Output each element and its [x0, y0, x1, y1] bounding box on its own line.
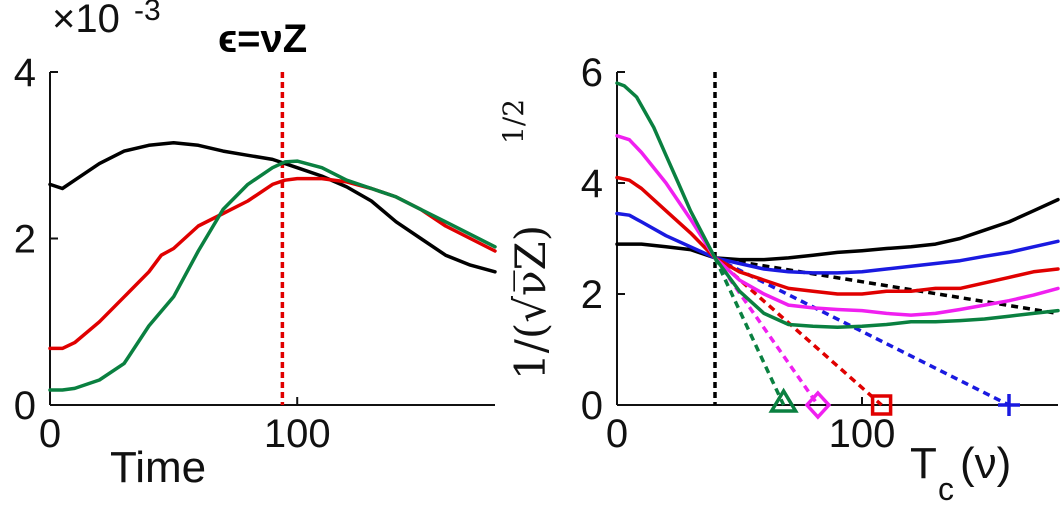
right-y-axis-label: 1/(√ν̅Z) 1/2 [497, 99, 555, 380]
square-marker [870, 394, 893, 416]
right-y-label-main: 1/(√ν̅Z) [506, 225, 555, 380]
right-series-line-0 [615, 197, 1060, 262]
left-x-tick-label: 0 [39, 412, 61, 456]
left-series-line-0 [48, 141, 497, 274]
triangle-marker [768, 387, 799, 413]
left-series-line-1 [48, 176, 497, 351]
diamond-marker [804, 390, 832, 420]
right-y-tick-label: 0 [581, 384, 603, 428]
left-series-line-2 [48, 159, 497, 392]
right-y-tick-label: 6 [581, 51, 603, 95]
right-y-tick-label: 4 [581, 162, 603, 206]
right-x-label-suffix: (ν) [960, 439, 1011, 488]
right-y-tick-label: 2 [581, 273, 603, 317]
right-extrapolation-line-4 [713, 257, 786, 406]
right-extrapolation-line-1 [714, 256, 1010, 407]
right-series-line-1 [615, 211, 1060, 275]
left-multiplier-exponent: -3 [134, 0, 161, 27]
right-series-line-2 [615, 175, 1060, 296]
left-x-tick-label: 100 [264, 412, 331, 456]
right-x-label-main: T [910, 439, 937, 488]
left-y-tick-label: 2 [14, 218, 36, 262]
right-x-label-subscript: c [938, 471, 954, 507]
right-x-axis-label: T c (ν) [910, 439, 1011, 507]
right-chart-panel: 0 2 4 6 0 100 1/(√ν̅Z) 1/2 T c (ν) [497, 51, 1060, 507]
plus-marker [998, 394, 1020, 416]
left-x-axis-label: Time [110, 443, 206, 492]
left-y-tick-label: 0 [14, 384, 36, 428]
right-series-line-4 [615, 81, 1060, 330]
right-x-tick-label: 0 [606, 412, 628, 456]
right-x-tick-label: 100 [829, 412, 896, 456]
right-series-line-3 [615, 134, 1060, 317]
left-y-tick-label: 4 [14, 51, 36, 95]
left-chart-title: ϵ=νZ [218, 17, 307, 61]
right-extrapolation-line-0 [714, 256, 1059, 316]
left-chart-panel: 0 2 4 0 100 ×10 -3 ϵ=νZ Time [14, 0, 497, 492]
right-y-label-exponent: 1/2 [497, 99, 530, 144]
left-multiplier-text: ×10 [52, 0, 120, 41]
